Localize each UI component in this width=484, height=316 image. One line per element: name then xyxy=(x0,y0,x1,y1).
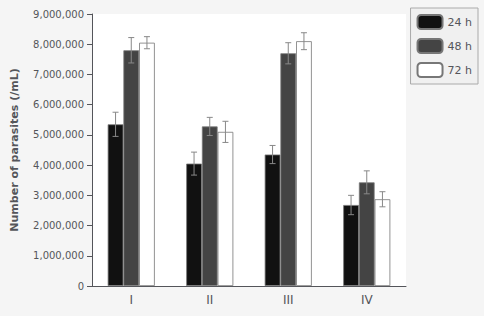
svg-text:7,000,000: 7,000,000 xyxy=(33,69,84,80)
svg-text:72 h: 72 h xyxy=(448,64,472,77)
svg-text:II: II xyxy=(206,293,213,307)
svg-text:3,000,000: 3,000,000 xyxy=(33,190,84,201)
svg-text:8,000,000: 8,000,000 xyxy=(33,39,84,50)
svg-text:I: I xyxy=(129,293,133,307)
svg-text:1,000,000: 1,000,000 xyxy=(33,250,84,261)
svg-text:4,000,000: 4,000,000 xyxy=(33,160,84,171)
svg-text:24 h: 24 h xyxy=(448,16,472,29)
svg-text:2,000,000: 2,000,000 xyxy=(33,220,84,231)
svg-text:III: III xyxy=(283,293,294,307)
svg-text:48 h: 48 h xyxy=(448,40,472,53)
svg-text:Number of parasites (/mL): Number of parasites (/mL) xyxy=(8,68,21,231)
svg-text:5,000,000: 5,000,000 xyxy=(33,129,84,140)
svg-text:6,000,000: 6,000,000 xyxy=(33,99,84,110)
svg-text:IV: IV xyxy=(361,293,374,307)
svg-text:9,000,000: 9,000,000 xyxy=(33,9,84,20)
svg-text:0: 0 xyxy=(78,281,84,292)
